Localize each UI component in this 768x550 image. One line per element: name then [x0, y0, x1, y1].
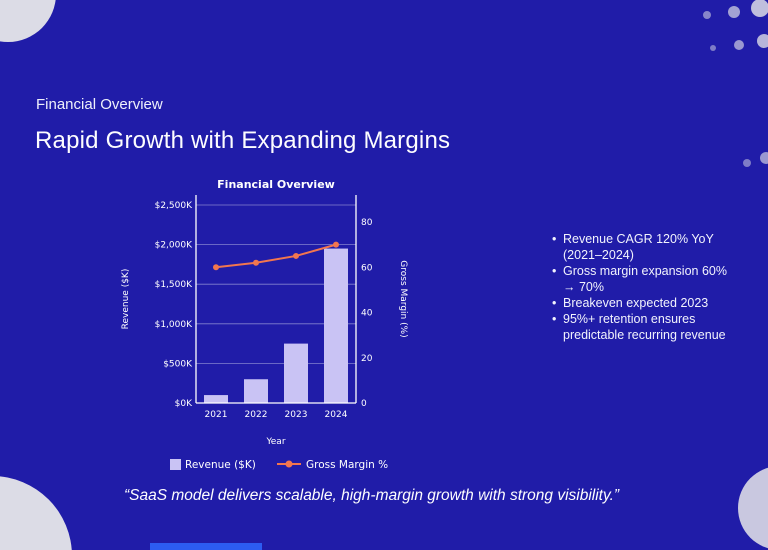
y-left-tick-label: $1,000K — [155, 320, 193, 330]
legend-swatch-revenue — [170, 459, 181, 470]
bullet-marker: • — [552, 312, 557, 326]
revenue-bar-2023 — [284, 343, 308, 403]
x-tick-label: 2021 — [205, 410, 228, 420]
bullet-marker: • — [552, 296, 557, 310]
legend-marker-gross-margin — [285, 460, 293, 468]
x-tick-label: 2022 — [245, 410, 268, 420]
decor-dot — [703, 11, 711, 19]
key-point-text: 95%+ retention ensures predictable recur… — [563, 312, 726, 342]
gross-margin-line — [215, 243, 337, 269]
line-marker-2021 — [213, 264, 219, 271]
decor-dot — [710, 45, 716, 51]
y-right-tick-label: 80 — [361, 218, 373, 228]
key-point: • Revenue CAGR 120% YoY (2021–2024) — [552, 231, 764, 263]
key-point-text: Gross margin expansion 60% → 70% — [563, 264, 727, 294]
x-tick-label: 2023 — [285, 410, 308, 420]
y-right-tick-label: 20 — [361, 354, 373, 364]
decor-dot — [757, 34, 768, 48]
legend-label-gross-margin: Gross Margin % — [306, 459, 388, 471]
y-left-tick-label: $1,500K — [155, 280, 193, 290]
y-left-tick-label: $0K — [175, 399, 193, 409]
bottom-accent-bar — [150, 543, 262, 550]
line-marker-2022 — [253, 259, 259, 266]
decor-dot — [734, 40, 744, 50]
line-marker-2023 — [293, 252, 299, 259]
decor-dot — [743, 159, 751, 167]
revenue-bar-2024 — [324, 248, 348, 403]
y-right-tick-label: 0 — [361, 399, 367, 409]
chart-title: Financial Overview — [217, 178, 335, 191]
x-axis-label: Year — [265, 437, 285, 447]
x-tick-label: 2024 — [325, 410, 348, 420]
revenue-bar-2022 — [244, 379, 268, 403]
y-axis-label-left: Revenue ($K) — [121, 269, 131, 330]
key-point: • 95%+ retention ensures predictable recu… — [552, 311, 764, 343]
key-point-text: Revenue CAGR 120% YoY (2021–2024) — [563, 232, 714, 262]
y-left-tick-label: $500K — [163, 359, 193, 369]
bullet-marker: • — [552, 232, 557, 246]
key-point: • Gross margin expansion 60% → 70% — [552, 263, 764, 295]
bullet-marker: • — [552, 264, 557, 278]
revenue-bar-2021 — [204, 395, 228, 403]
y-axis-label-right: Gross Margin (%) — [398, 260, 408, 337]
quote-text: “SaaS model delivers scalable, high-marg… — [124, 487, 620, 504]
decor-circle-top-left — [0, 0, 56, 42]
key-points-list: • Revenue CAGR 120% YoY (2021–2024) • Gros… — [552, 231, 764, 343]
decor-dot — [760, 152, 768, 164]
decor-dot — [751, 0, 768, 17]
decor-circle-bottom-right — [738, 466, 768, 550]
legend-label-revenue: Revenue ($K) — [185, 459, 256, 471]
decor-dot — [728, 6, 740, 18]
line-marker-2024 — [333, 241, 339, 248]
y-right-tick-label: 40 — [361, 309, 373, 319]
y-left-tick-label: $2,000K — [155, 241, 193, 251]
y-left-tick-label: $2,500K — [155, 201, 193, 211]
decor-circle-bottom-left — [0, 476, 72, 550]
key-point-text: Breakeven expected 2023 — [563, 296, 709, 310]
y-right-tick-label: 60 — [361, 263, 373, 273]
page-title: Rapid Growth with Expanding Margins — [35, 127, 451, 154]
financial-chart: $0K $500K $1,000K $1,500K $2,000K $2,500K 0 20 4… — [121, 178, 408, 471]
key-point: • Breakeven expected 2023 — [552, 295, 764, 311]
section-label: Financial Overview — [36, 96, 163, 113]
